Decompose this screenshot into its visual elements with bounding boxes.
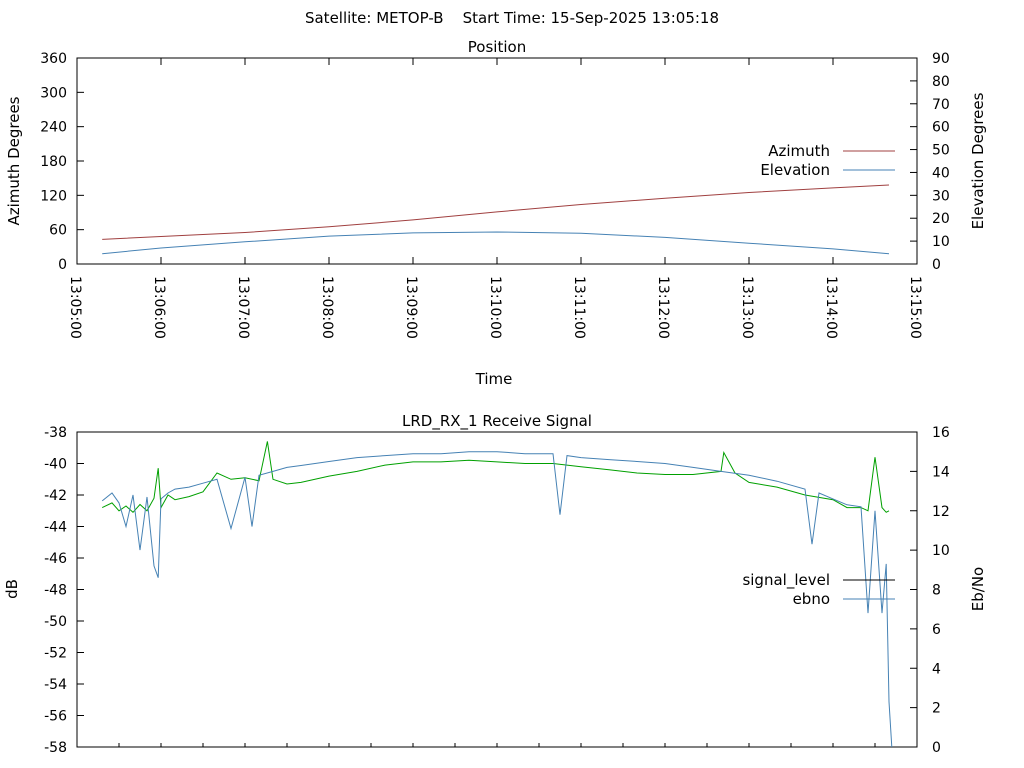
position-legend: Azimuth Elevation	[760, 142, 895, 179]
y-tick-label: -48	[44, 583, 67, 599]
x-tick-label: 13:15:00	[907, 276, 923, 339]
receive-series	[101, 441, 893, 748]
x-tick-label: 13:07:00	[235, 276, 251, 339]
y2-tick-label: 80	[932, 74, 950, 90]
y-tick-label: -54	[44, 677, 67, 693]
y-tick-label: 180	[40, 154, 67, 170]
y-tick-label: 0	[58, 257, 67, 273]
y-tick-label: 240	[40, 120, 67, 136]
y2-tick-label: 2	[932, 701, 941, 717]
y2-tick-label: 14	[932, 464, 950, 480]
y2-tick-label: 30	[932, 188, 950, 204]
y-tick-label: -42	[44, 488, 67, 504]
y-tick-label: 300	[40, 85, 67, 101]
x-tick-label: 13:10:00	[487, 276, 503, 339]
y2-tick-label: 16	[932, 425, 950, 441]
receive-y2-axis: 0 2 4 6 8 10 12 14 16	[910, 425, 950, 756]
x-tick-label: 13:14:00	[823, 276, 839, 339]
receive-signal-chart: LRD_RX_1 Receive Signal -58-56-54-52-50-…	[3, 412, 987, 756]
legend-elevation-label: Elevation	[760, 161, 830, 179]
y-tick-label: -50	[44, 614, 67, 630]
receive-y-axis: -58 -56 -54 -52 -50 -48 -46 -44 -42 -40 -38	[44, 425, 84, 756]
legend-ebno-label: ebno	[793, 590, 830, 608]
y2-tick-label: 90	[932, 51, 950, 67]
receive-chart-title: LRD_RX_1 Receive Signal	[402, 412, 592, 431]
y-tick-label: 360	[40, 51, 67, 67]
legend-azimuth-label: Azimuth	[768, 142, 830, 160]
y2-tick-label: 50	[932, 143, 950, 159]
y2-tick-label: 60	[932, 120, 950, 136]
y2-tick-label: 10	[932, 234, 950, 250]
position-chart: Position 0 60 120 180 240 300 360 0 10 20 30 40 50 6…	[5, 38, 987, 388]
elevation-axis-label: Elevation Degrees	[969, 92, 987, 229]
y2-tick-label: 6	[932, 622, 941, 638]
y2-tick-label: 40	[932, 165, 950, 181]
y-tick-label: -46	[44, 551, 67, 567]
db-axis-label: dB	[3, 579, 21, 599]
x-tick-label: 13:09:00	[403, 276, 419, 339]
y2-tick-label: 70	[932, 97, 950, 113]
y2-tick-label: 10	[932, 543, 950, 559]
receive-legend: signal_level ebno	[742, 571, 895, 608]
series-line-azimuth	[102, 184, 890, 240]
y2-tick-label: 8	[932, 583, 941, 599]
y-tick-label: -44	[44, 520, 67, 536]
y-tick-label: 60	[49, 223, 67, 239]
x-tick-label: 13:08:00	[319, 276, 335, 339]
position-y2-axis: 0 10 20 30 40 50 60 70 80 90	[910, 51, 950, 273]
position-y-axis: 0 60 120 180 240 300 360	[40, 51, 84, 273]
y2-tick-label: 12	[932, 504, 950, 520]
ebno-axis-label: Eb/No	[969, 567, 987, 611]
x-tick-label: 13:13:00	[739, 276, 755, 339]
legend-signal-level-label: signal_level	[742, 571, 830, 590]
receive-plot-frame	[76, 431, 918, 748]
position-series	[102, 184, 890, 255]
y-tick-label: -38	[44, 425, 67, 441]
y-tick-label: -40	[44, 457, 67, 473]
position-chart-title: Position	[468, 38, 526, 56]
position-x-axis: 13:05:00 13:06:00 13:07:00 13:08:00 13:09:00…	[67, 58, 923, 339]
y-tick-label: -52	[44, 646, 67, 662]
series-line-signal-level	[101, 441, 890, 514]
time-axis-label: Time	[475, 370, 513, 388]
y2-tick-label: 20	[932, 211, 950, 227]
x-tick-label: 13:12:00	[655, 276, 671, 339]
y2-tick-label: 0	[932, 257, 941, 273]
y-tick-label: -56	[44, 709, 67, 725]
x-tick-label: 13:05:00	[67, 276, 83, 339]
y-tick-label: -58	[44, 740, 67, 756]
y2-tick-label: 0	[932, 740, 941, 756]
azimuth-axis-label: Azimuth Degrees	[5, 96, 23, 225]
receive-x-axis	[118, 743, 876, 747]
series-line-ebno	[101, 451, 893, 748]
x-tick-label: 13:11:00	[571, 276, 587, 339]
y2-tick-label: 4	[932, 661, 941, 677]
report-title: Satellite: METOP-B Start Time: 15-Sep-20…	[305, 9, 719, 27]
x-tick-label: 13:06:00	[151, 276, 167, 339]
series-line-elevation	[102, 231, 890, 255]
y-tick-label: 120	[40, 188, 67, 204]
